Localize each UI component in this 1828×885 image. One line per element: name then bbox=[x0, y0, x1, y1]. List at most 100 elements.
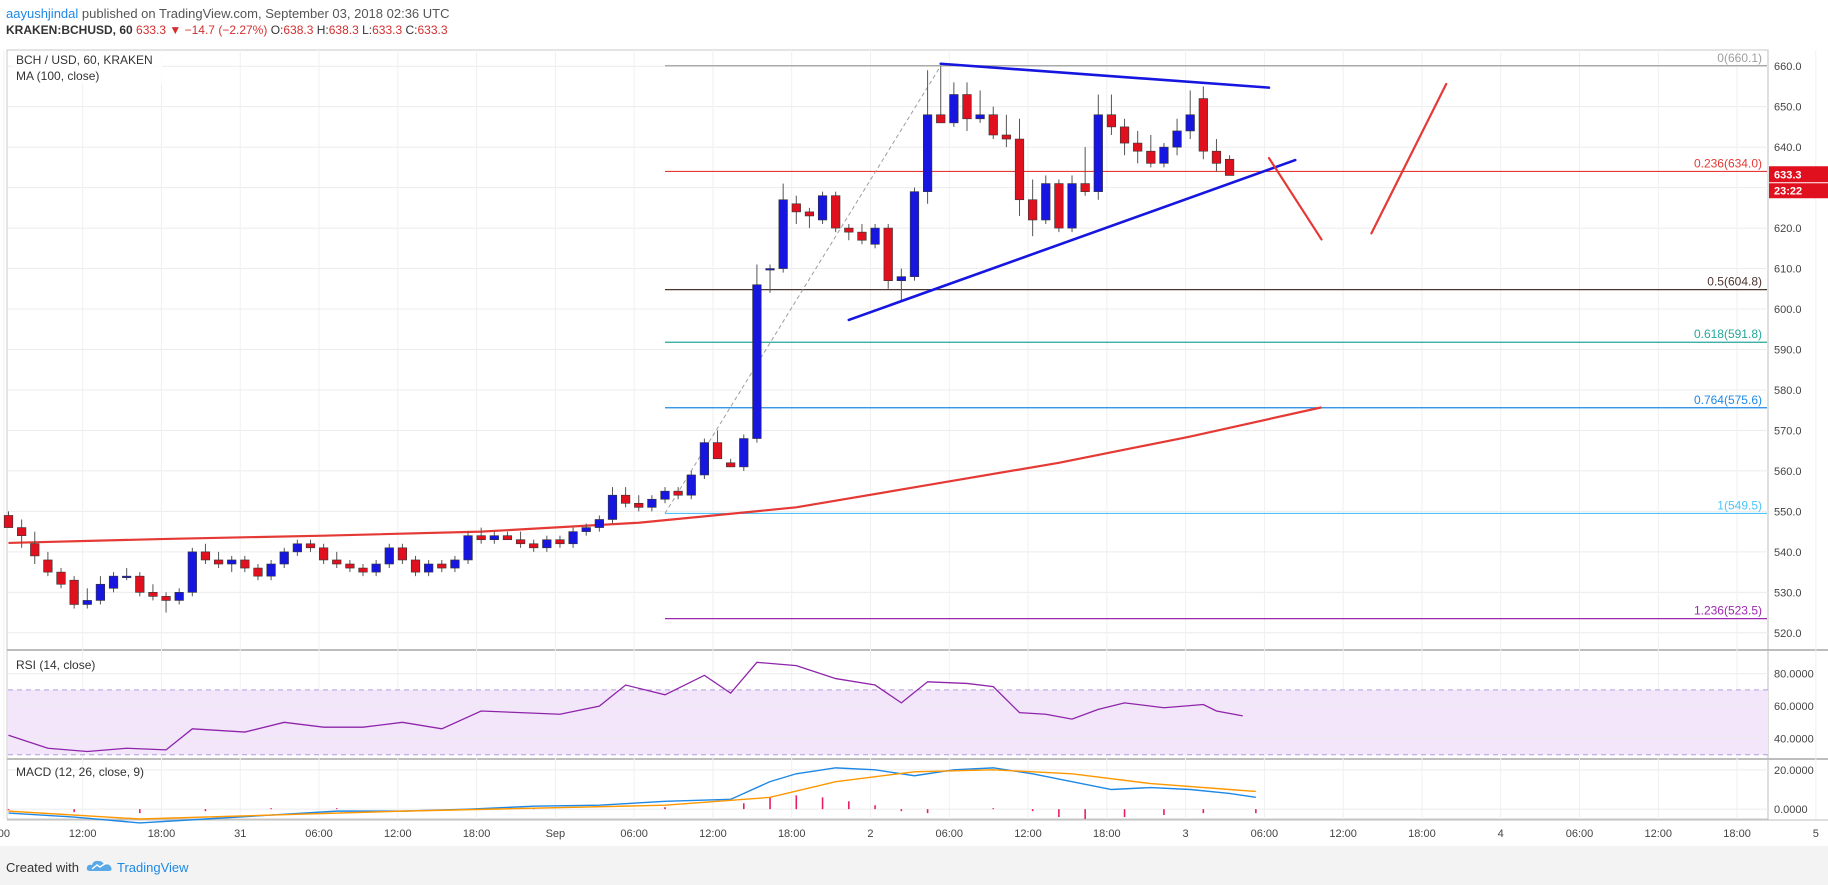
candle bbox=[1224, 155, 1235, 176]
price-tick-label: 600.0 bbox=[1774, 304, 1802, 316]
tradingview-link[interactable]: TradingView bbox=[117, 860, 189, 875]
candle-body bbox=[174, 592, 184, 601]
price-tick-label: 620.0 bbox=[1774, 223, 1802, 235]
candle bbox=[568, 527, 578, 548]
candle-body bbox=[660, 490, 670, 500]
candle bbox=[305, 539, 316, 552]
macd-tick-label: 20.0000 bbox=[1774, 765, 1814, 777]
candle bbox=[292, 539, 302, 556]
candle bbox=[489, 531, 499, 544]
macd-tick-label: 0.0000 bbox=[1774, 804, 1808, 816]
candle-body bbox=[384, 547, 394, 565]
candle bbox=[752, 264, 762, 443]
price-tick-label: 640.0 bbox=[1774, 142, 1802, 154]
main-pane-title: BCH / USD, 60, KRAKEN bbox=[16, 53, 153, 67]
candle-body bbox=[962, 94, 972, 120]
last-price: 633.3 bbox=[136, 23, 167, 37]
time-tick-label: 18:00 bbox=[1093, 828, 1121, 840]
rsi-tick-label: 60.0000 bbox=[1774, 701, 1814, 713]
candle-body bbox=[1211, 150, 1222, 164]
candle-body bbox=[1067, 183, 1077, 229]
candle-body bbox=[135, 575, 145, 593]
candle bbox=[82, 588, 92, 609]
candle bbox=[1067, 175, 1077, 233]
candle bbox=[1041, 175, 1051, 225]
candle bbox=[397, 543, 408, 565]
chart-canvas[interactable]: 520.0 530.0 540.0 550.0 560.0 570.0 580.0 590.0… bbox=[0, 42, 1828, 846]
candle-body bbox=[279, 551, 289, 565]
candle bbox=[1001, 114, 1011, 148]
candle bbox=[594, 515, 604, 532]
candle-body bbox=[739, 438, 749, 468]
price-tick-label: 650.0 bbox=[1774, 102, 1802, 114]
candle bbox=[227, 555, 237, 573]
candle bbox=[56, 568, 66, 589]
legend-bg bbox=[12, 52, 162, 84]
close-label: C: bbox=[405, 23, 418, 37]
candle bbox=[187, 547, 197, 597]
candle bbox=[1146, 134, 1156, 168]
candle bbox=[1093, 94, 1103, 200]
candle-body bbox=[345, 563, 355, 569]
candle-body bbox=[240, 559, 250, 569]
candle-body bbox=[69, 579, 79, 605]
candle bbox=[1054, 179, 1064, 233]
candle-body bbox=[726, 462, 736, 468]
candle bbox=[122, 568, 132, 581]
candle bbox=[1211, 139, 1222, 172]
candle bbox=[817, 191, 828, 225]
candle bbox=[148, 584, 158, 601]
projection-line bbox=[1267, 156, 1323, 241]
time-tick-label: 06:00 bbox=[620, 828, 648, 840]
rsi-band bbox=[8, 689, 1768, 755]
tradingview-cloud-icon bbox=[86, 860, 112, 871]
candle bbox=[1106, 94, 1117, 135]
candle-body bbox=[844, 227, 854, 233]
candle bbox=[831, 191, 841, 233]
candle-body bbox=[148, 592, 158, 597]
candle bbox=[424, 559, 434, 577]
candle bbox=[502, 531, 513, 541]
candle bbox=[450, 555, 460, 573]
candle bbox=[1198, 86, 1208, 160]
candle-body bbox=[817, 195, 828, 221]
candle-body bbox=[1172, 130, 1182, 148]
candle bbox=[581, 523, 591, 536]
candle-body bbox=[791, 203, 801, 213]
macd-signal-line bbox=[8, 769, 1256, 820]
candle bbox=[686, 470, 696, 500]
candle-body bbox=[1185, 114, 1195, 132]
candle bbox=[279, 547, 289, 569]
candle bbox=[1133, 130, 1143, 164]
candle bbox=[739, 434, 749, 471]
candle-body bbox=[542, 539, 552, 549]
candle-body bbox=[305, 543, 316, 549]
countdown-badge-text: 23:22 bbox=[1774, 185, 1802, 197]
candle bbox=[699, 438, 709, 480]
candle-body bbox=[424, 563, 434, 573]
price-tick-label: 550.0 bbox=[1774, 506, 1802, 518]
open-label: O: bbox=[270, 23, 284, 37]
fib-level-label: 0(660.1) bbox=[1717, 51, 1762, 65]
time-tick-label: 12:00 bbox=[1329, 828, 1357, 840]
fib-level-label: 1(549.5) bbox=[1717, 498, 1762, 512]
candle bbox=[1172, 118, 1182, 156]
projection-line bbox=[1370, 82, 1448, 235]
candle bbox=[804, 207, 815, 229]
fib-level-label: 0.618(591.8) bbox=[1694, 327, 1762, 341]
candle bbox=[936, 66, 946, 124]
price-tick-label: 560.0 bbox=[1774, 466, 1802, 478]
candle-body bbox=[1146, 150, 1156, 164]
candle-body bbox=[502, 535, 513, 541]
high-label: H: bbox=[316, 23, 329, 37]
candle-body bbox=[213, 559, 224, 565]
time-tick-label: 12:00 bbox=[1014, 828, 1042, 840]
candle bbox=[634, 495, 644, 512]
time-tick-label: 06:00 bbox=[1251, 828, 1279, 840]
author-link[interactable]: aayushjindal bbox=[6, 6, 79, 21]
candle bbox=[896, 268, 906, 301]
candle-body bbox=[896, 276, 906, 281]
candle-body bbox=[43, 559, 53, 573]
candles bbox=[3, 66, 1235, 613]
symbol-label: KRAKEN:BCHUSD, 60 bbox=[6, 23, 133, 37]
